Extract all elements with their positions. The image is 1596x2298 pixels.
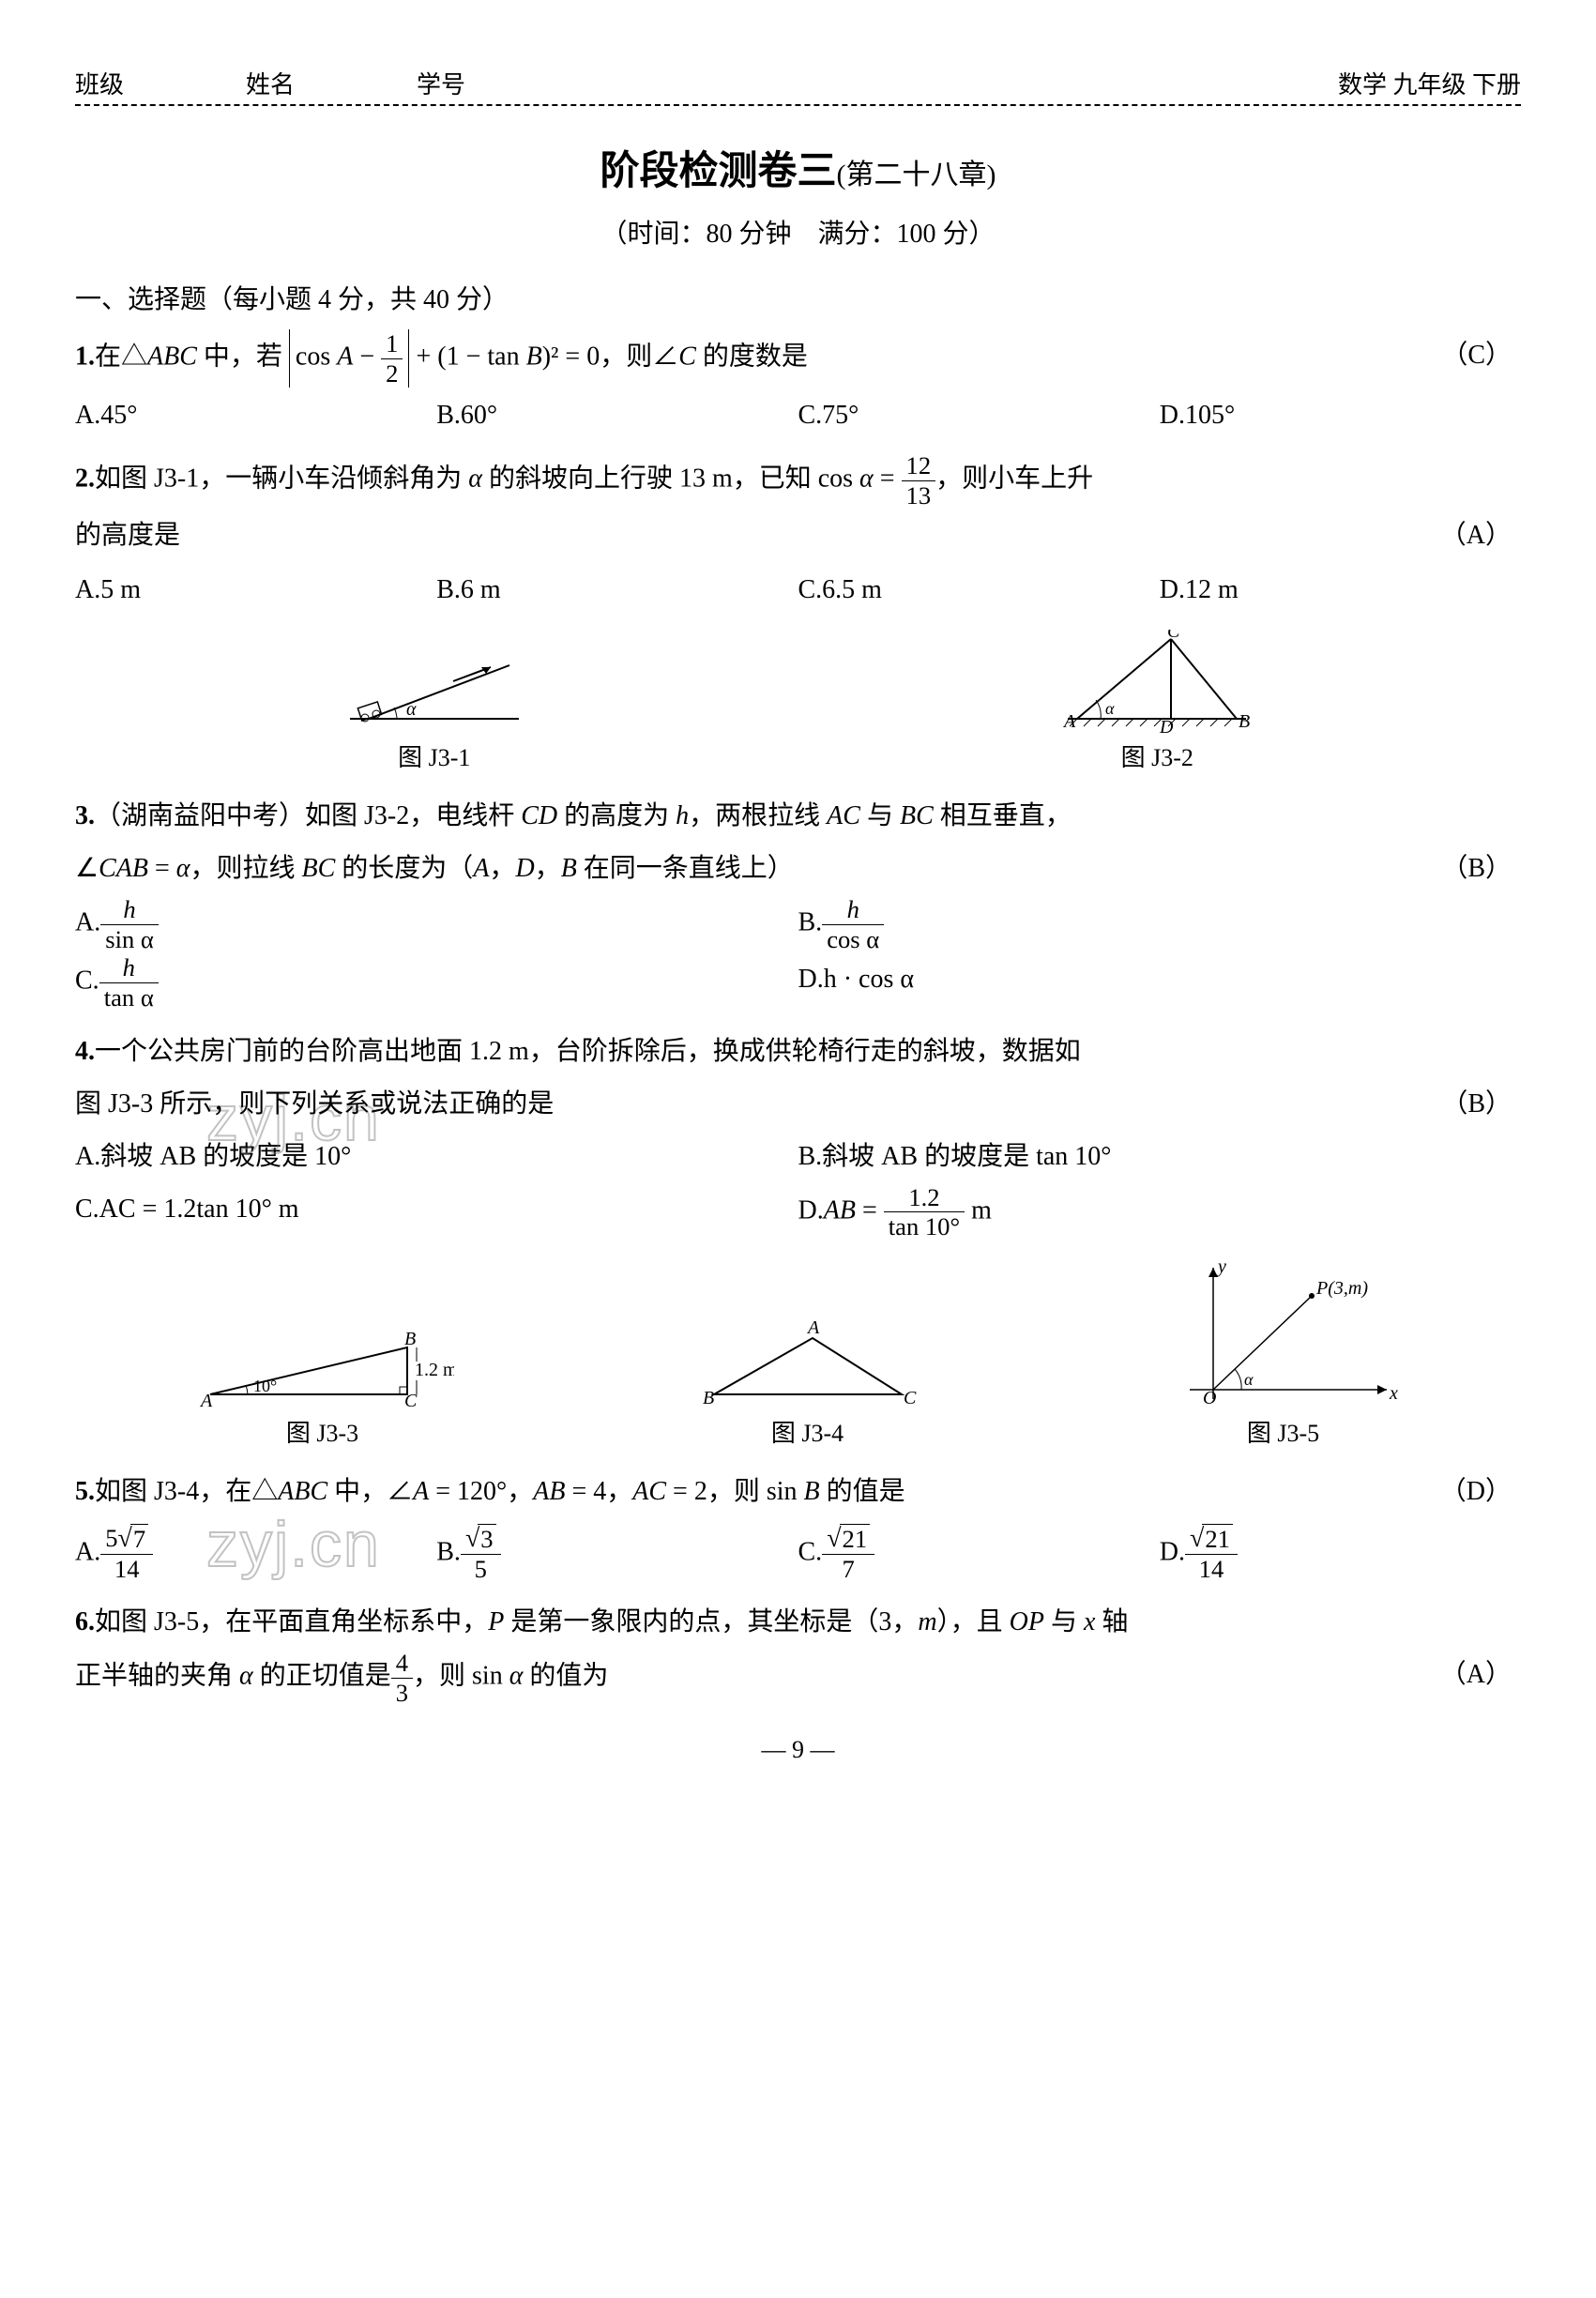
section-heading: 一、选择题（每小题 4 分，共 40 分）: [75, 279, 1521, 316]
title-block: 阶段检测卷三(第二十八章): [75, 139, 1521, 196]
figure-j3-5: O x y P(3,m) α 图 J3-5: [1162, 1258, 1406, 1449]
pole-icon: A B C D α: [1049, 630, 1265, 733]
q2-optD: D.12 m: [1160, 568, 1521, 613]
q4-num: 4.: [75, 1037, 95, 1066]
q5-options: A.5714 B.35 C.217 D.2114: [75, 1524, 1521, 1584]
q3-options: A.hsin α B.hcos α C.htan α D.h · cos α: [75, 895, 1521, 1012]
name-label[interactable]: 姓名: [246, 66, 295, 100]
svg-text:C: C: [904, 1388, 917, 1408]
question-2: 2.如图 J3-1，一辆小车沿倾斜角为 α 的斜坡向上行驶 13 m，已知 co…: [75, 451, 1521, 613]
q2-optA: A.5 m: [75, 568, 436, 613]
q5-optC: C.217: [798, 1524, 1160, 1584]
q5-optB: B.35: [436, 1524, 798, 1584]
question-4: zyj.cn 4.一个公共房门前的台阶高出地面 1.2 m，台阶拆除后，换成供轮…: [75, 1026, 1521, 1241]
figure-j3-3: A B C 10° 1.2 m 图 J3-3: [191, 1315, 454, 1449]
svg-text:B: B: [404, 1329, 416, 1349]
q3-optB: B.hcos α: [798, 895, 1522, 953]
svg-text:10°: 10°: [253, 1377, 277, 1395]
slope-icon: α: [331, 648, 538, 733]
svg-text:C: C: [404, 1391, 418, 1408]
q3-num: 3.: [75, 801, 95, 830]
question-6: 6.如图 J3-5，在平面直角坐标系中，P 是第一象限内的点，其坐标是（3，m）…: [75, 1596, 1521, 1707]
q1-num: 1.: [75, 342, 95, 372]
class-label[interactable]: 班级: [75, 66, 124, 100]
svg-text:C: C: [1167, 630, 1180, 642]
figure-j3-1: α 图 J3-1: [331, 648, 538, 773]
q3-optC: C.htan α: [75, 953, 798, 1012]
svg-text:1.2 m: 1.2 m: [415, 1360, 454, 1380]
q4-answer: （B）: [1441, 1078, 1512, 1131]
svg-text:B: B: [703, 1388, 714, 1408]
svg-text:A: A: [199, 1391, 213, 1408]
q2-optC: C.6.5 m: [798, 568, 1160, 613]
q5-optA: A.5714: [75, 1524, 436, 1584]
q4-optB: B.斜坡 AB 的坡度是 tan 10°: [798, 1131, 1522, 1183]
svg-text:x: x: [1389, 1383, 1398, 1404]
q2-answer: （A）: [1440, 510, 1512, 562]
q6-answer: （A）: [1440, 1649, 1512, 1701]
ramp-icon: A B C 10° 1.2 m: [191, 1315, 454, 1408]
abs-expr: cos A − 12: [289, 329, 410, 388]
time-info: （时间：80 分钟 满分：100 分）: [75, 213, 1521, 251]
figures-row-2: A B C 10° 1.2 m 图 J3-3 B C A 图 J3-4 O: [75, 1258, 1521, 1449]
svg-text:P(3,m): P(3,m): [1315, 1278, 1368, 1299]
sub-title: (第二十八章): [837, 160, 996, 190]
question-5: zyj.cn 5.如图 J3-4，在△ABC 中，∠A = 120°，AB = …: [75, 1466, 1521, 1584]
q1-answer: （C）: [1441, 329, 1512, 382]
svg-text:A: A: [1062, 711, 1076, 732]
page-number: — 9 —: [75, 1736, 1521, 1764]
svg-text:y: y: [1216, 1258, 1226, 1277]
q1-optA: A.45°: [75, 393, 436, 438]
q4-optA: A.斜坡 AB 的坡度是 10°: [75, 1131, 798, 1183]
id-label[interactable]: 学号: [417, 66, 465, 100]
q4-optC: C.AC = 1.2tan 10° m: [75, 1183, 798, 1241]
q5-answer: （D）: [1440, 1466, 1512, 1518]
q3-optD: D.h · cos α: [798, 953, 1522, 1012]
q1-options: A.45° B.60° C.75° D.105°: [75, 393, 1521, 438]
q4-options: A.斜坡 AB 的坡度是 10° B.斜坡 AB 的坡度是 tan 10° C.…: [75, 1131, 1521, 1241]
q1-optD: D.105°: [1160, 393, 1521, 438]
q5-optD: D.2114: [1160, 1524, 1521, 1584]
q1-optB: B.60°: [436, 393, 798, 438]
svg-text:α: α: [1105, 699, 1115, 718]
triangle-icon: B C A: [686, 1315, 930, 1408]
q6-num: 6.: [75, 1607, 95, 1636]
q1-optC: C.75°: [798, 393, 1160, 438]
question-3: 3.（湖南益阳中考）如图 J3-2，电线杆 CD 的高度为 h，两根拉线 AC …: [75, 790, 1521, 1012]
main-title: 阶段检测卷三: [600, 150, 837, 193]
q2-num: 2.: [75, 464, 95, 494]
q3-optA: A.hsin α: [75, 895, 798, 953]
page-header: 班级 姓名 学号 数学 九年级 下册: [75, 66, 1521, 106]
q3-answer: （B）: [1441, 843, 1512, 895]
q2-options: A.5 m B.6 m C.6.5 m D.12 m: [75, 568, 1521, 613]
coord-icon: O x y P(3,m) α: [1162, 1258, 1406, 1408]
question-1: 1.在△ABC 中，若 cos A − 12 + (1 − tan B)² = …: [75, 329, 1521, 438]
q2-optB: B.6 m: [436, 568, 798, 613]
subject-label: 数学 九年级 下册: [1338, 66, 1521, 100]
svg-text:α: α: [406, 699, 417, 720]
q5-num: 5.: [75, 1477, 95, 1506]
q4-optD: D.AB = 1.2tan 10° m: [798, 1183, 1522, 1241]
figures-row-1: α 图 J3-1 A B C D α 图 J3-2: [75, 630, 1521, 773]
svg-text:D: D: [1159, 717, 1174, 733]
svg-text:α: α: [1244, 1370, 1254, 1389]
figure-j3-4: B C A 图 J3-4: [686, 1315, 930, 1449]
svg-text:B: B: [1239, 711, 1250, 732]
figure-j3-2: A B C D α 图 J3-2: [1049, 630, 1265, 773]
svg-text:O: O: [1203, 1388, 1216, 1408]
svg-text:A: A: [806, 1317, 820, 1338]
